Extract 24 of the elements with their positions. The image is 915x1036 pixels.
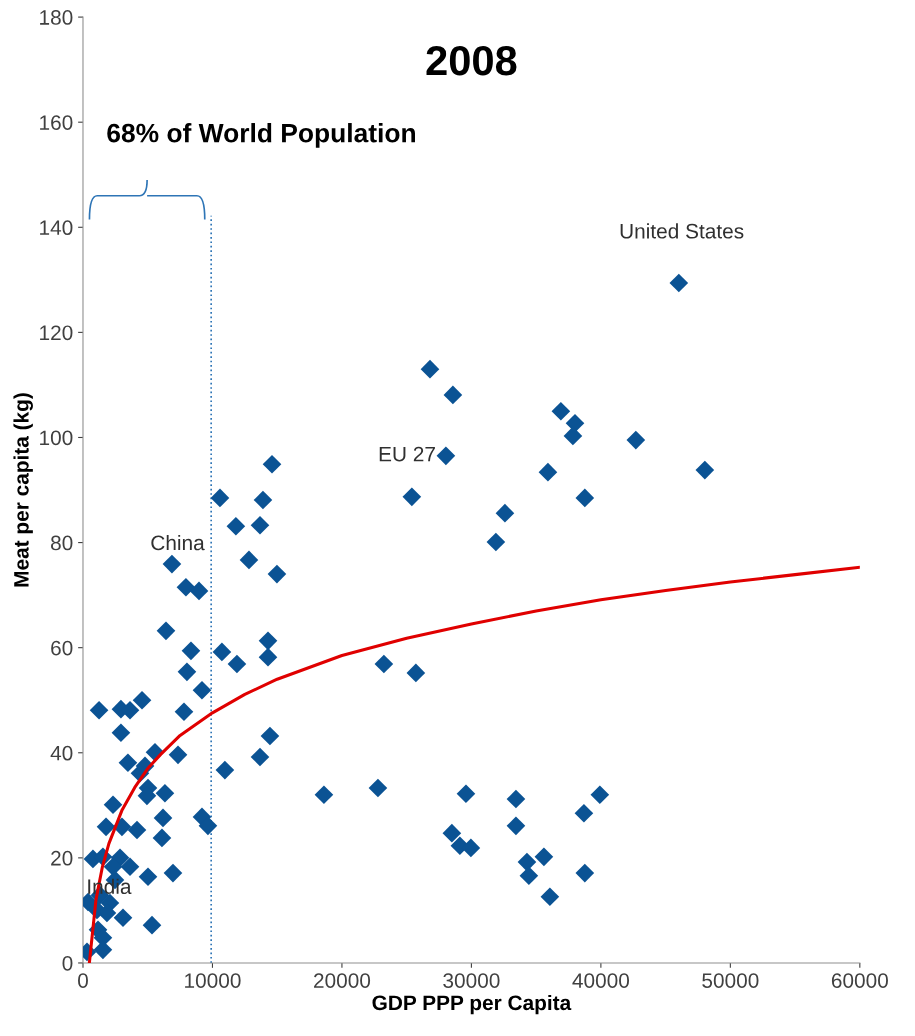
- annotation: United States: [620, 223, 744, 239]
- x-tick-label: 40000: [572, 973, 630, 988]
- x-tick-label: 10000: [185, 973, 241, 988]
- y-tick-label: 80: [51, 535, 73, 551]
- y-tick-label: 160: [40, 115, 73, 130]
- y-axis-title: Meat per capita (kg): [13, 393, 33, 587]
- x-tick-label: 50000: [702, 973, 759, 988]
- y-tick-label: 120: [40, 325, 73, 341]
- text: 2008: [426, 45, 517, 76]
- x-tick-label: 30000: [443, 973, 500, 988]
- x-tick-label: 0: [78, 973, 88, 988]
- x-tick-label: 20000: [314, 973, 371, 988]
- y-tick-label: 0: [62, 955, 73, 971]
- y-tick-label: 60: [51, 640, 73, 656]
- y-tick-label: 180: [40, 10, 73, 25]
- y-tick-label: 20: [51, 850, 73, 866]
- x-tick-label: 60000: [831, 973, 888, 988]
- y-tick-label: 140: [40, 220, 73, 236]
- annotation: 68% of World Population: [107, 123, 415, 148]
- x-axis-title: GDP PPP per Capita: [372, 994, 572, 1015]
- y-tick-label: 40: [50, 745, 73, 761]
- annotation: China: [151, 534, 205, 551]
- y-tick-label: 100: [40, 430, 73, 446]
- annotation: EU 27: [379, 446, 435, 462]
